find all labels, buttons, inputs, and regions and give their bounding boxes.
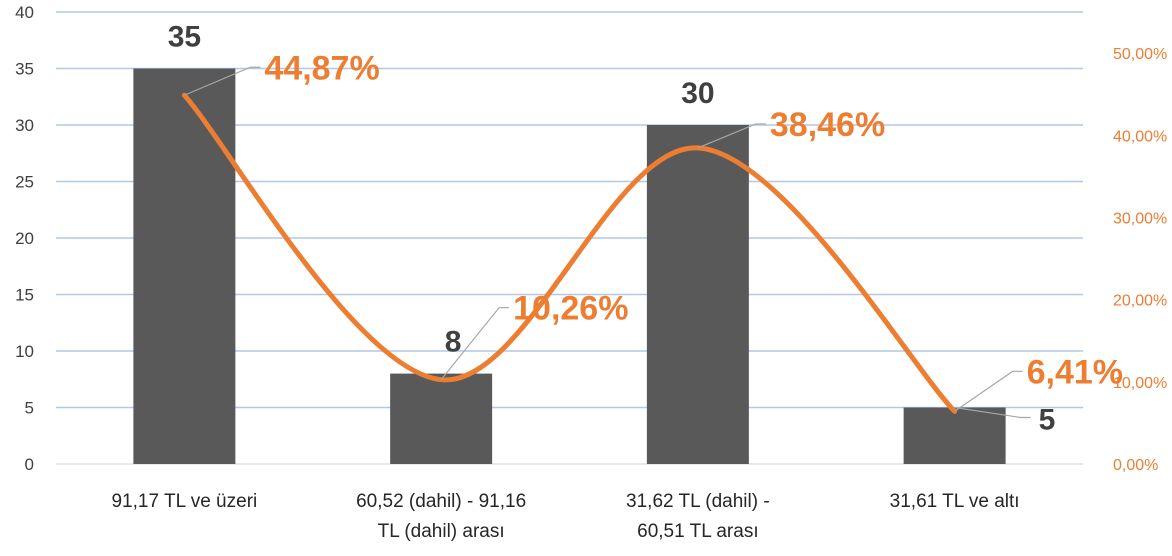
left-tick-label: 20 [15, 229, 34, 248]
right-tick-label: 50,00% [1113, 46, 1167, 63]
bar-data-label: 5 [1039, 404, 1056, 437]
right-axis: 0,00% 10,00% 20,00% 30,00% 40,00% 50,00% [1113, 46, 1167, 474]
left-tick-label: 35 [15, 60, 34, 79]
percent-data-label: 44,87% [264, 49, 379, 87]
bar-data-label: 30 [681, 77, 714, 110]
bar [133, 68, 236, 464]
right-tick-label: 0,00% [1113, 457, 1158, 474]
percent-leader-line [184, 66, 261, 96]
left-tick-label: 15 [15, 286, 34, 305]
left-tick-label: 0 [25, 455, 34, 474]
data-labels: 44,87% 10,26% 38,46% 6,41% 35 8 30 5 [168, 21, 1123, 437]
bar-leader-line [954, 406, 1031, 419]
right-tick-label: 40,00% [1113, 128, 1167, 145]
category-label: 60,51 TL arası [637, 521, 758, 542]
category-label: 91,17 TL ve üzeri [111, 491, 257, 512]
bar-series [133, 68, 1006, 464]
bar [903, 407, 1006, 464]
category-label: 60,52 (dahil) - 91,16 [356, 491, 526, 512]
right-tick-label: 10,00% [1113, 375, 1167, 392]
bar [390, 373, 493, 464]
percent-data-label: 6,41% [1027, 353, 1123, 391]
bar [646, 125, 749, 464]
category-label: TL (dahil) arası [378, 521, 505, 542]
left-tick-label: 10 [15, 342, 34, 361]
left-tick-label: 25 [15, 173, 34, 192]
category-label: 31,62 TL (dahil) - [626, 491, 770, 512]
percent-leader-line [954, 370, 1023, 412]
right-tick-label: 30,00% [1113, 210, 1167, 227]
left-tick-label: 5 [25, 399, 34, 418]
category-axis: 91,17 TL ve üzeri 60,52 (dahil) - 91,16 TL… [111, 491, 1019, 542]
percent-data-label: 10,26% [513, 290, 628, 328]
bar-data-label: 35 [168, 21, 201, 54]
percent-leader-line [440, 307, 510, 381]
percent-data-label: 38,46% [770, 106, 885, 144]
percent-line [181, 92, 958, 414]
bar-data-label: 8 [445, 326, 462, 359]
category-label: 31,61 TL ve altı [890, 491, 1020, 512]
left-tick-label: 30 [15, 116, 34, 135]
left-tick-label: 40 [15, 3, 34, 22]
right-tick-label: 20,00% [1113, 293, 1167, 310]
percent-leader-line [697, 123, 766, 149]
left-axis: 0 5 10 15 20 25 30 35 40 [15, 3, 34, 474]
leader-lines [184, 66, 1031, 419]
